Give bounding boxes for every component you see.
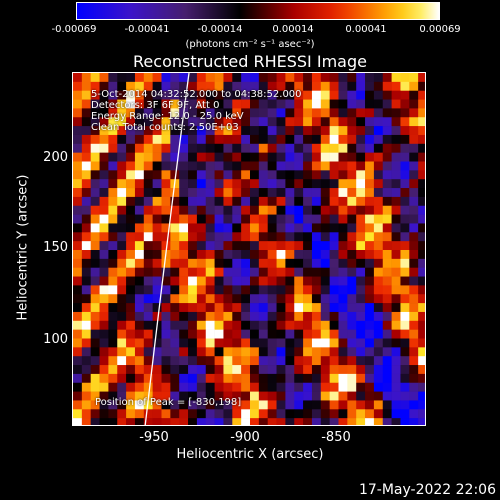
clean-counts-label: Clean Total counts: 2.50E+03 — [91, 122, 239, 133]
colorbar — [76, 2, 440, 20]
x-tick: -950 — [139, 430, 169, 445]
plot-title: Reconstructed RHESSI Image — [133, 52, 367, 71]
colorbar-tick: -0.00069 — [51, 24, 97, 35]
colorbar-tick: 0.00041 — [345, 24, 387, 35]
image-plot: 5-Oct-2014 04:32:52.000 to 04:38:52.000 … — [72, 72, 426, 426]
y-tick: 100 — [43, 332, 68, 347]
y-axis-label: Heliocentric Y (arcsec) — [15, 174, 31, 321]
solar-limb-line — [144, 73, 190, 425]
rhessi-image — [73, 73, 425, 425]
colorbar-unit: (photons cm⁻² s⁻¹ asec⁻²) — [185, 39, 315, 50]
colorbar-tick: -0.00041 — [124, 24, 170, 35]
x-axis-label: Heliocentric X (arcsec) — [176, 447, 324, 462]
time-range-label: 5-Oct-2014 04:32:52.000 to 04:38:52.000 — [91, 89, 302, 100]
x-tick: -900 — [230, 430, 260, 445]
peak-position-label: Position of Peak = [-830,198] — [95, 397, 242, 408]
colorbar-tick: 0.00069 — [419, 24, 461, 35]
detectors-label: Detectors: 3F 6F 9F, Att 0 — [91, 100, 220, 111]
colorbar-tick: 0.00014 — [272, 24, 314, 35]
timestamp: 17-May-2022 22:06 — [358, 482, 496, 498]
y-tick: 150 — [43, 240, 68, 255]
x-tick: -850 — [321, 430, 351, 445]
energy-range-label: Energy Range: 12.0 - 25.0 keV — [91, 111, 244, 122]
colorbar-tick: -0.00014 — [197, 24, 243, 35]
y-tick: 200 — [43, 150, 68, 165]
